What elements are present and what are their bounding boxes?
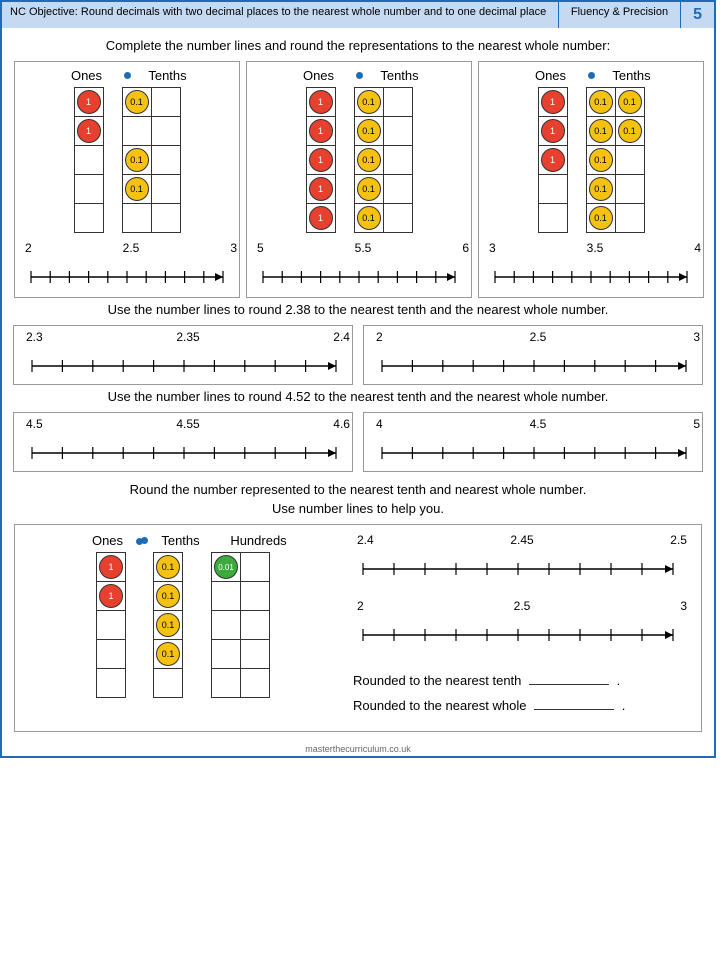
yellow-disc-icon: 0.1	[357, 119, 381, 143]
answer-tenth: Rounded to the nearest tenth .	[353, 673, 693, 688]
yellow-disc-icon: 0.1	[357, 148, 381, 172]
blank-whole[interactable]	[534, 709, 614, 710]
numberline-panel: 2.32.352.4	[13, 325, 353, 385]
top-panel-1: Ones Tenths 110.10.10.1 22.53	[14, 61, 240, 298]
footer: masterthecurriculum.co.uk	[2, 742, 714, 756]
mid-row-a: 2.32.352.4 22.53	[14, 325, 702, 385]
red-disc-icon: 1	[309, 119, 333, 143]
decimal-point-icon	[136, 538, 143, 545]
decimal-point-icon	[588, 72, 595, 79]
mid-row-b: 4.54.554.6 44.55	[14, 412, 702, 472]
yellow-disc-icon: 0.1	[125, 177, 149, 201]
number-line-labels: 2.42.452.5	[353, 533, 691, 547]
answer-whole: Rounded to the nearest whole .	[353, 698, 693, 713]
header-objective: NC Objective: Round decimals with two de…	[2, 2, 559, 28]
instruction-4b: Use number lines to help you.	[14, 501, 702, 516]
number-line	[21, 255, 233, 291]
header-section: Fluency & Precision	[559, 2, 681, 28]
place-value-grid: 11	[74, 87, 104, 233]
place-value-grid: 0.1 0.1 0.1	[122, 87, 181, 233]
red-disc-icon: 1	[309, 206, 333, 230]
number-line	[485, 255, 697, 291]
hundreds-label: Hundreds	[230, 533, 288, 548]
yellow-disc-icon: 0.1	[618, 90, 642, 114]
numberline-panel: 22.53	[363, 325, 703, 385]
red-disc-icon: 1	[309, 148, 333, 172]
blank-tenth[interactable]	[529, 684, 609, 685]
place-value-grid: 0.01	[211, 552, 270, 698]
decimal-point-icon	[124, 72, 131, 79]
yellow-disc-icon: 0.1	[125, 148, 149, 172]
red-disc-icon: 1	[99, 555, 123, 579]
yellow-disc-icon: 0.1	[589, 119, 613, 143]
header: NC Objective: Round decimals with two de…	[2, 2, 714, 28]
number-line-labels: 33.54	[485, 241, 705, 255]
numberline-panel: 44.55	[363, 412, 703, 472]
instruction-3: Use the number lines to round 4.52 to th…	[14, 389, 702, 404]
yellow-disc-icon: 0.1	[156, 642, 180, 666]
instruction-1: Complete the number lines and round the …	[14, 38, 702, 53]
red-disc-icon: 1	[541, 90, 565, 114]
green-disc-icon: 0.01	[214, 555, 238, 579]
number-line-labels: 22.53	[353, 599, 691, 613]
yellow-disc-icon: 0.1	[156, 613, 180, 637]
number-line	[372, 344, 696, 380]
instruction-4a: Round the number represented to the near…	[14, 482, 702, 497]
number-line-labels: 22.53	[372, 330, 704, 344]
yellow-disc-icon: 0.1	[357, 177, 381, 201]
top-panel-2: Ones Tenths 111110.10.10.10.10.1 55.56	[246, 61, 472, 298]
numberline-panel: 4.54.554.6	[13, 412, 353, 472]
number-line	[253, 255, 465, 291]
yellow-disc-icon: 0.1	[589, 206, 613, 230]
place-value-grid: 0.1 0.1 0.1 0.1	[153, 552, 183, 698]
tenths-label: Tenths	[152, 533, 210, 548]
red-disc-icon: 1	[309, 90, 333, 114]
bottom-panel: Ones Tenths Hundreds 110.10.10.10.10.01 …	[14, 524, 702, 732]
red-disc-icon: 1	[541, 148, 565, 172]
number-line-labels: 44.55	[372, 417, 704, 431]
yellow-disc-icon: 0.1	[589, 90, 613, 114]
red-disc-icon: 1	[541, 119, 565, 143]
number-line-labels: 55.56	[253, 241, 473, 255]
red-disc-icon: 1	[77, 119, 101, 143]
ones-label: Ones	[79, 533, 137, 548]
content: Complete the number lines and round the …	[2, 28, 714, 742]
yellow-disc-icon: 0.1	[357, 206, 381, 230]
number-line	[353, 613, 683, 649]
yellow-disc-icon: 0.1	[589, 177, 613, 201]
header-page-number: 5	[681, 2, 714, 28]
place-value-grid: 11	[96, 552, 126, 698]
number-line-labels: 4.54.554.6	[22, 417, 354, 431]
yellow-disc-icon: 0.1	[589, 148, 613, 172]
number-line-labels: 2.32.352.4	[22, 330, 354, 344]
yellow-disc-icon: 0.1	[125, 90, 149, 114]
number-line	[372, 431, 696, 467]
place-value-grid: 1 1 1	[538, 87, 568, 233]
number-line	[22, 431, 346, 467]
place-value-grid: 0.1 0.1 0.1 0.1 0.1	[354, 87, 413, 233]
number-line	[22, 344, 346, 380]
number-line	[353, 547, 683, 583]
instruction-2: Use the number lines to round 2.38 to th…	[14, 302, 702, 317]
bottom-place-value: Ones Tenths Hundreds 110.10.10.10.10.01	[23, 533, 343, 723]
place-value-grid: 0.10.10.10.10.10.10.1	[586, 87, 645, 233]
worksheet-page: NC Objective: Round decimals with two de…	[0, 0, 716, 758]
yellow-disc-icon: 0.1	[618, 119, 642, 143]
number-line-labels: 22.53	[21, 241, 241, 255]
top-panels-row: Ones Tenths 110.10.10.1 22.53 Ones Tenth…	[14, 61, 702, 298]
red-disc-icon: 1	[77, 90, 101, 114]
top-panel-3: Ones Tenths 1110.10.10.10.10.10.10.1 33.…	[478, 61, 704, 298]
red-disc-icon: 1	[309, 177, 333, 201]
yellow-disc-icon: 0.1	[156, 555, 180, 579]
yellow-disc-icon: 0.1	[357, 90, 381, 114]
yellow-disc-icon: 0.1	[156, 584, 180, 608]
decimal-point-icon	[356, 72, 363, 79]
place-value-grid: 1 1 1 1 1	[306, 87, 336, 233]
bottom-right: 2.42.452.5 22.53 Rounded to the nearest …	[353, 533, 693, 723]
red-disc-icon: 1	[99, 584, 123, 608]
